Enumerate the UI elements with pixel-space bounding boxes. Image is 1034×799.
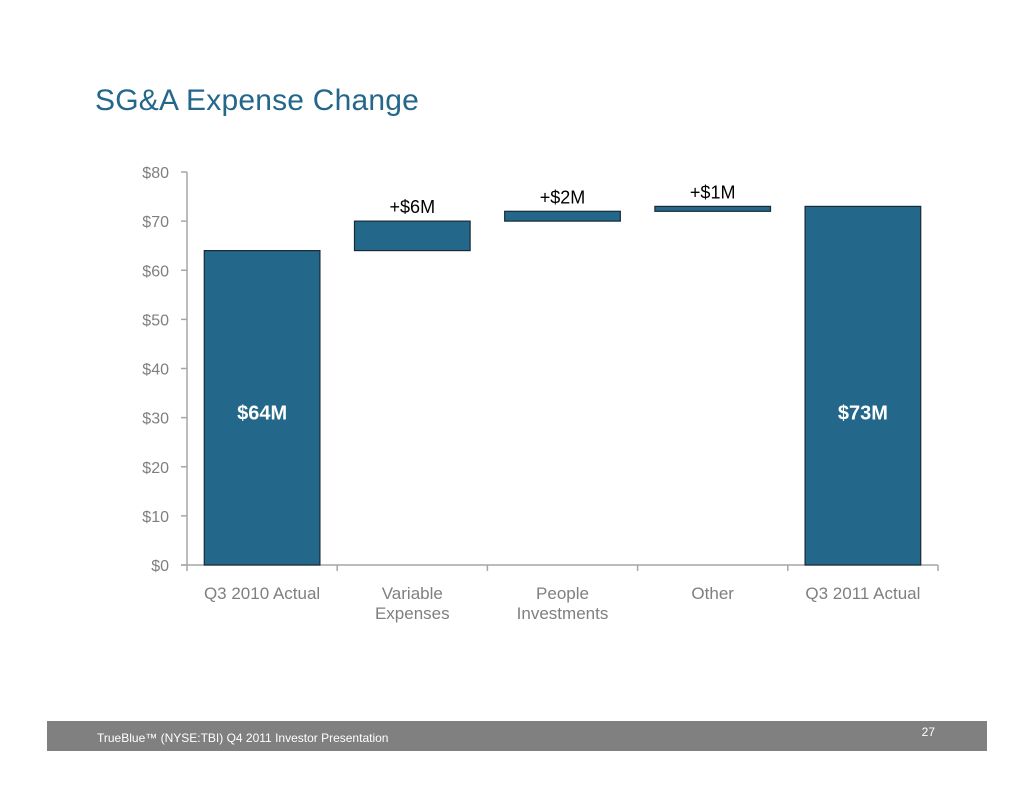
bar-delta-label: +$6M: [390, 197, 436, 217]
waterfall-chart: $0 $10 $20 $30 $40 $50 $60 $70 $80 Q3 2010 Actual…: [142, 165, 939, 623]
bar-delta-label: +$1M: [690, 182, 736, 202]
delta-bar: [654, 205, 772, 212]
total-bar: [804, 205, 922, 566]
y-tick-label: $70: [142, 214, 169, 231]
footer-text: TrueBlue™ (NYSE:TBI) Q4 2011 Investor Pr…: [97, 731, 389, 745]
x-category-label: Q3 2010 Actual: [204, 584, 320, 603]
delta-bar: [353, 220, 471, 252]
chart-labels: $64M +$6M +$2M +$1M $73M: [237, 182, 888, 424]
x-category-label: Variable: [382, 584, 443, 603]
y-tick-label: $30: [142, 411, 169, 428]
total-bar: [203, 250, 321, 566]
y-tick-label: $0: [151, 558, 169, 575]
x-category-label: Other: [691, 584, 734, 603]
y-tick-label: $60: [142, 263, 169, 280]
y-tick-label: $50: [142, 312, 169, 329]
y-tick-label: $80: [142, 165, 169, 182]
page-number: 27: [921, 725, 935, 739]
y-tick-label: $20: [142, 460, 169, 477]
y-tick-label: $40: [142, 362, 169, 379]
footer-bar: TrueBlue™ (NYSE:TBI) Q4 2011 Investor Pr…: [47, 721, 987, 751]
bar-delta-label: +$2M: [540, 187, 586, 207]
bar-value-label: $64M: [237, 403, 287, 425]
bar-value-label: $73M: [838, 403, 888, 425]
chart-axes: $0 $10 $20 $30 $40 $50 $60 $70 $80 Q3 2010 Actual…: [142, 165, 939, 623]
delta-bar: [504, 210, 621, 222]
y-tick-label: $10: [142, 509, 169, 526]
chart-bars: [203, 205, 922, 566]
slide-title: SG&A Expense Change: [95, 84, 420, 117]
x-category-label: People: [536, 584, 589, 603]
x-category-label: Expenses: [375, 604, 450, 623]
x-category-label: Q3 2011 Actual: [805, 584, 920, 603]
x-category-label: Investments: [517, 604, 609, 623]
